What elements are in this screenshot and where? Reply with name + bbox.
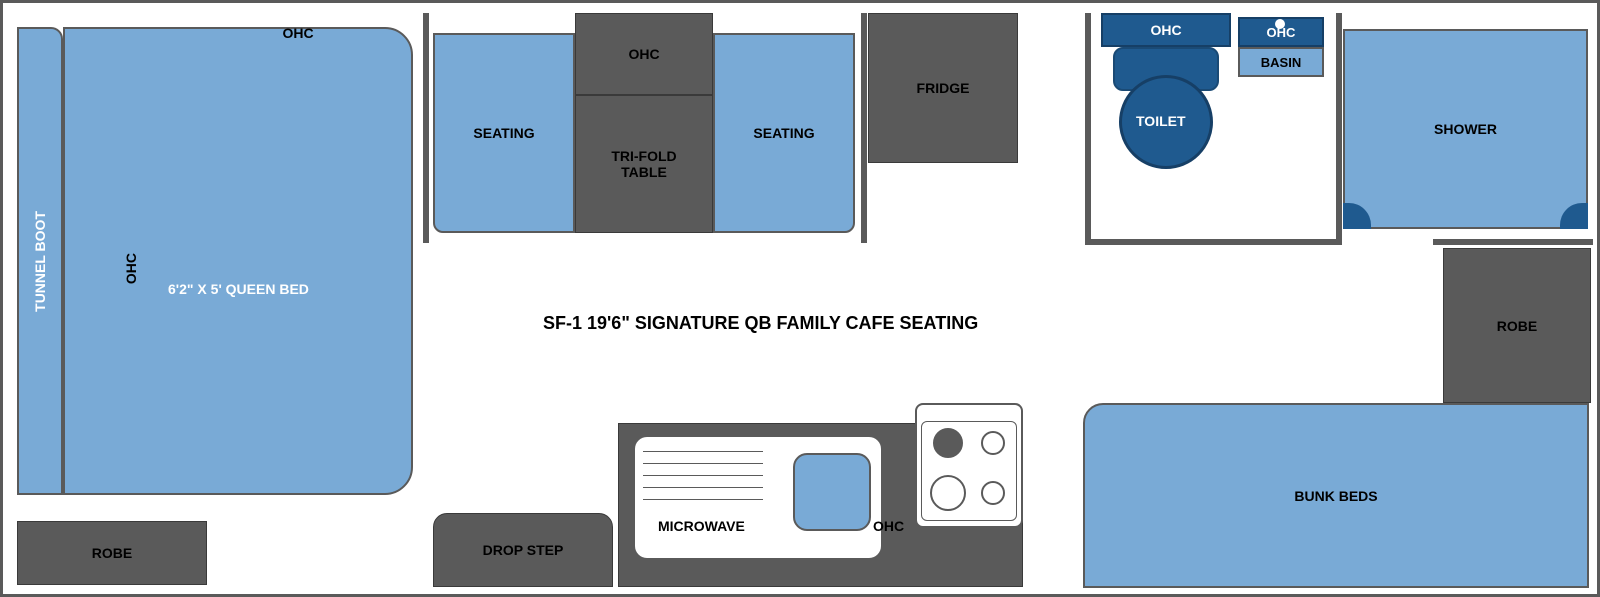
drain-line xyxy=(643,463,763,464)
robe-right: ROBE xyxy=(1443,248,1591,403)
toilet-label: TOILET xyxy=(1136,113,1186,129)
wall-bath-left xyxy=(1085,13,1091,243)
drain-line xyxy=(643,451,763,452)
fridge: FRIDGE xyxy=(868,13,1018,163)
burner-icon xyxy=(981,481,1005,505)
drain-line xyxy=(643,475,763,476)
burner-icon xyxy=(981,431,1005,455)
queen-bed xyxy=(63,27,413,495)
basin-tap-icon xyxy=(1275,19,1285,29)
floorplan-title: SF-1 19'6" SIGNATURE QB FAMILY CAFE SEAT… xyxy=(543,313,978,334)
microwave-label: MICROWAVE xyxy=(658,518,745,534)
seating-left: SEATING xyxy=(433,33,575,233)
wall-bath-bottom-1 xyxy=(1085,239,1342,245)
basin: BASIN xyxy=(1238,47,1324,77)
wall-shower-left xyxy=(1336,13,1342,243)
burner-icon xyxy=(933,428,963,458)
drop-step: DROP STEP xyxy=(433,513,613,587)
wall-dinette-right xyxy=(861,13,867,243)
ohc-dinette: OHC xyxy=(575,13,713,95)
floorplan-canvas: TUNNEL BOOT OHC 6'2" X 5' QUEEN BED OHC … xyxy=(0,0,1600,597)
ohc-kitchen-label: OHC xyxy=(873,518,904,534)
ohc-toilet: OHC xyxy=(1101,13,1231,47)
ohc-bed-top: OHC xyxy=(178,13,418,53)
bunk-beds: BUNK BEDS xyxy=(1083,403,1589,588)
burner-icon xyxy=(930,475,966,511)
seating-right: SEATING xyxy=(713,33,855,233)
trifold-table: TRI-FOLD TABLE xyxy=(575,95,713,233)
ohc-bed-vertical: OHC xyxy=(123,253,139,284)
robe-bottom-left: ROBE xyxy=(17,521,207,585)
shower: SHOWER xyxy=(1343,29,1588,229)
drain-line xyxy=(643,487,763,488)
wall-bath-bottom-2 xyxy=(1433,239,1593,245)
wall-dinette-left xyxy=(423,13,429,243)
sink-bowl xyxy=(793,453,871,531)
tunnel-boot: TUNNEL BOOT xyxy=(17,27,63,495)
tunnel-boot-label: TUNNEL BOOT xyxy=(32,211,48,312)
drain-line xyxy=(643,499,763,500)
queen-bed-label: 6'2" X 5' QUEEN BED xyxy=(168,281,309,297)
